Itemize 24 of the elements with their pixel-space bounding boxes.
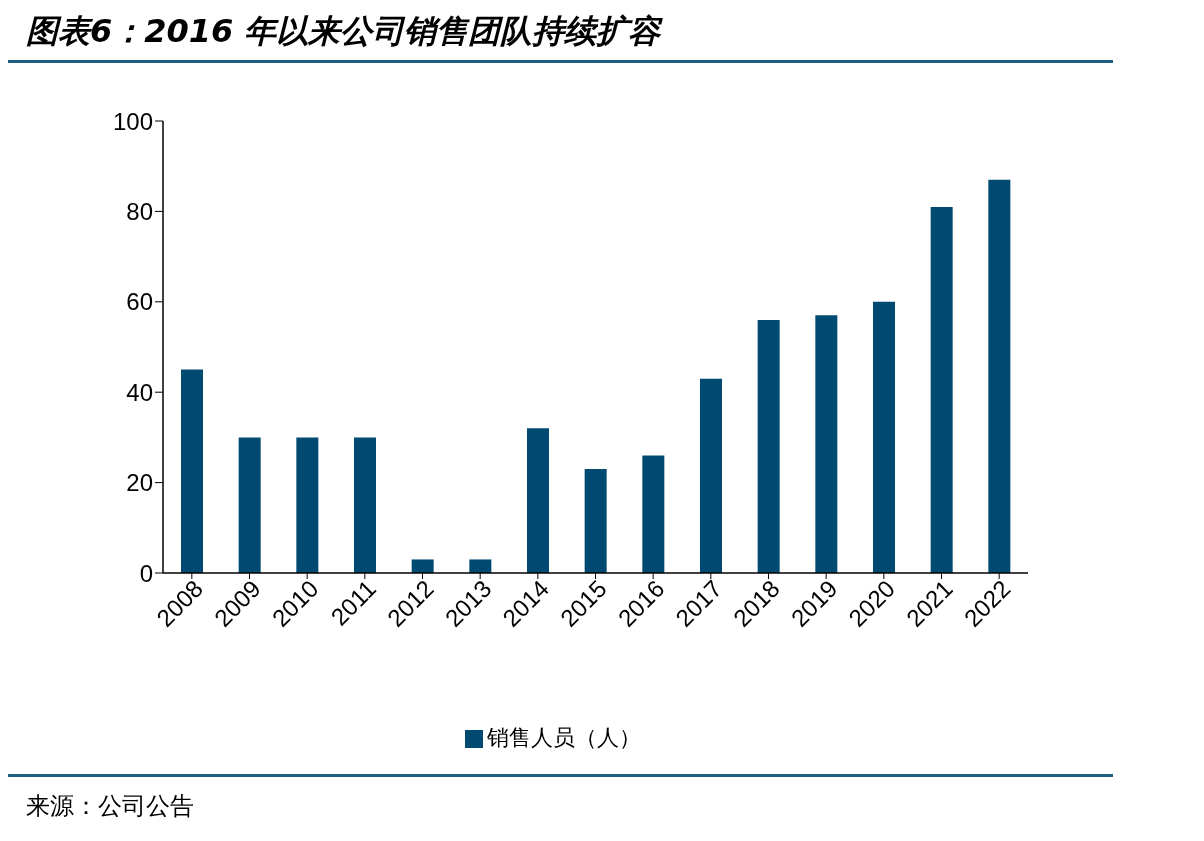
- bar: [296, 437, 319, 573]
- bar: [527, 428, 549, 573]
- y-tick-label: 60: [126, 288, 153, 316]
- y-tick-label: 100: [112, 107, 153, 135]
- bar: [873, 301, 895, 573]
- y-tick-label: 20: [126, 469, 153, 497]
- bar: [469, 559, 492, 573]
- bar: [642, 455, 665, 573]
- bar: [815, 315, 838, 573]
- y-tick-label: 80: [126, 197, 153, 225]
- bar: [757, 319, 780, 573]
- bar: [988, 179, 1011, 573]
- y-tick-label: 40: [126, 378, 153, 406]
- bar: [411, 559, 434, 573]
- legend-label: 销售人员（人）: [487, 725, 641, 750]
- source-note: 来源：公司公告: [26, 791, 194, 822]
- bar: [181, 369, 203, 573]
- chart-title: 图表6：2016 年以来公司销售团队持续扩容: [26, 11, 661, 52]
- bar: [700, 378, 722, 573]
- bar: [584, 469, 607, 573]
- bar: [354, 437, 376, 573]
- y-tick-label: 0: [139, 559, 153, 587]
- bar: [930, 206, 953, 573]
- bar: [238, 437, 261, 573]
